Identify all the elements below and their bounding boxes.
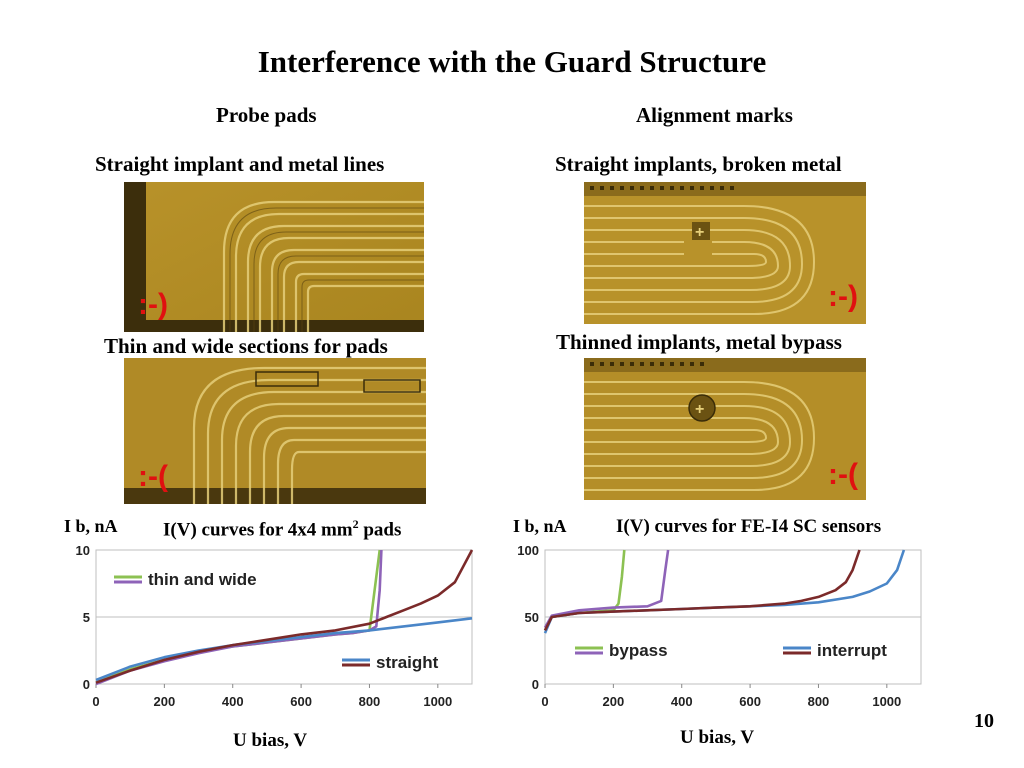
legend-label: interrupt — [817, 641, 887, 660]
right-chart-xlabel: U bias, V — [680, 727, 755, 748]
y-tick-label: 10 — [76, 543, 90, 558]
svg-text:+: + — [695, 401, 704, 418]
legend-label: bypass — [609, 641, 668, 660]
photo-caption-metal-bypass: Thinned implants, metal bypass — [556, 330, 842, 354]
series-line-4 — [543, 549, 861, 631]
legend-label: straight — [376, 653, 439, 672]
left-chart-title: I(V) curves for 4x4 mm2 pads — [163, 517, 401, 541]
right-chart-title: I(V) curves for FE-I4 SC sensors — [616, 516, 882, 537]
series-line-3 — [95, 617, 473, 682]
guard-ring-image — [124, 182, 424, 332]
y-tick-label: 100 — [517, 543, 539, 558]
series-line-2 — [543, 549, 670, 629]
x-tick-label: 1000 — [423, 694, 452, 709]
photo-probe-pads-straight: :-) — [124, 182, 424, 332]
page-number: 10 — [974, 710, 994, 732]
photo-probe-pads-thin-wide: :-( — [124, 358, 426, 504]
guard-ring-image — [124, 358, 426, 504]
x-tick-label: 1000 — [872, 694, 901, 709]
x-tick-label: 600 — [739, 694, 761, 709]
x-tick-label: 200 — [603, 694, 625, 709]
x-tick-label: 0 — [541, 694, 548, 709]
left-chart-xlabel: U bias, V — [233, 730, 308, 751]
guard-ring-image: + — [584, 182, 866, 324]
slide-title: Interference with the Guard Structure — [257, 44, 767, 79]
alignment-marks-heading: Alignment marks — [636, 103, 793, 127]
smiley-happy: :-) — [828, 280, 858, 313]
photo-caption-thin-wide: Thin and wide sections for pads — [104, 334, 388, 358]
left-chart-title-sup: 2 — [352, 517, 359, 531]
left-chart-ylabel: I b, nA — [64, 516, 118, 536]
probe-pads-heading: Probe pads — [216, 103, 317, 127]
series-line-4 — [95, 549, 474, 684]
y-tick-label: 0 — [532, 677, 539, 692]
photo-alignment-broken-metal: + :-) — [584, 182, 866, 324]
left-chart-title-main: I(V) curves for 4x4 mm — [163, 519, 353, 541]
photo-caption-straight-implant: Straight implant and metal lines — [95, 152, 385, 176]
svg-text:+: + — [695, 224, 704, 241]
photo-caption-broken-metal: Straight implants, broken metal — [555, 152, 842, 176]
legend-label: thin and wide — [148, 570, 257, 589]
x-tick-label: 800 — [359, 694, 381, 709]
smiley-sad: :-( — [828, 458, 858, 491]
smiley-sad: :-( — [138, 460, 168, 493]
y-tick-label: 0 — [83, 677, 90, 692]
x-tick-label: 0 — [92, 694, 99, 709]
x-tick-label: 200 — [154, 694, 176, 709]
photo-alignment-metal-bypass: + :-( — [584, 358, 866, 500]
x-tick-label: 400 — [222, 694, 244, 709]
x-tick-label: 600 — [290, 694, 312, 709]
right-chart-ylabel: I b, nA — [513, 516, 567, 536]
x-tick-label: 800 — [808, 694, 830, 709]
x-tick-label: 400 — [671, 694, 693, 709]
y-tick-label: 50 — [525, 610, 539, 625]
smiley-happy: :-) — [138, 288, 168, 321]
guard-ring-image: + — [584, 358, 866, 500]
y-tick-label: 5 — [83, 610, 90, 625]
left-chart-title-tail: pads — [358, 519, 402, 541]
left-iv-chart: 0 5 10 0 200 400 600 800 1000 thin and wide strai… — [76, 543, 474, 709]
